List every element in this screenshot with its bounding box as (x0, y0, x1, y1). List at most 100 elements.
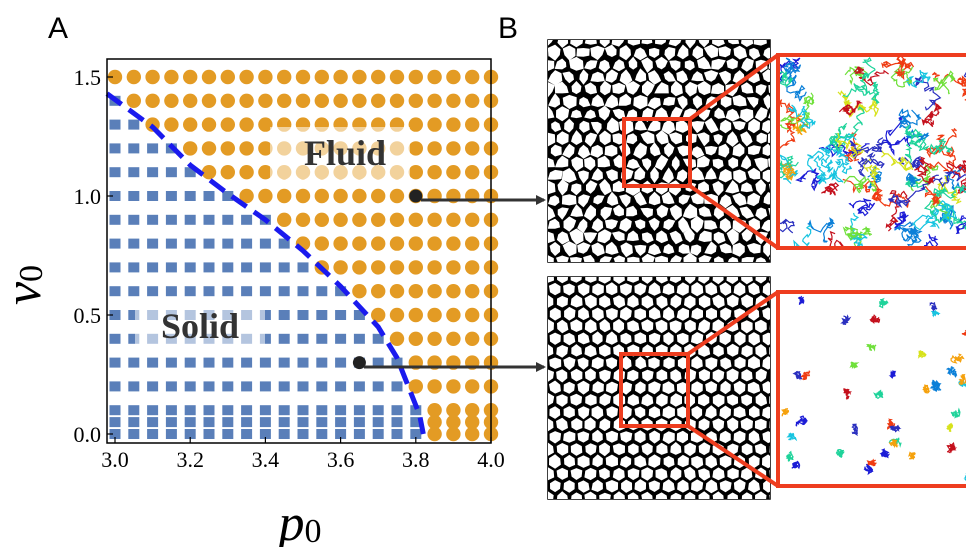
cell (727, 256, 739, 262)
cell (528, 207, 542, 220)
solid-point (128, 167, 140, 178)
solid-point (128, 405, 140, 416)
solid-point (259, 286, 271, 297)
cell (741, 443, 753, 456)
solid-point (109, 417, 121, 428)
cell (649, 430, 660, 444)
cell (662, 283, 675, 295)
fluid-point (465, 379, 480, 394)
cell-trajectory (838, 100, 864, 116)
fluid-point (352, 93, 367, 109)
cell-trajectory (958, 373, 966, 386)
solid-point (259, 381, 271, 392)
cell-trajectory (881, 60, 915, 71)
fluid-point (446, 212, 461, 227)
cell (569, 56, 584, 71)
cell (570, 393, 583, 406)
solid-point (372, 417, 384, 428)
cell (563, 283, 575, 296)
cell (698, 418, 710, 431)
cell (549, 332, 561, 345)
solid-point (222, 286, 234, 297)
cell (734, 331, 746, 346)
cell (627, 294, 639, 308)
x-tick-label: 3.6 (327, 447, 355, 472)
cell (570, 294, 583, 308)
fluid-point (201, 165, 217, 180)
cell (548, 82, 555, 98)
cell (769, 494, 770, 499)
solid-point (316, 333, 328, 344)
solid-point (391, 357, 403, 368)
cell (749, 47, 761, 60)
cell (577, 380, 590, 395)
cell (656, 369, 668, 381)
cell (578, 406, 590, 420)
cell (584, 132, 598, 147)
cell (712, 369, 725, 383)
cell (548, 105, 555, 119)
solid-point (297, 381, 309, 392)
cell (535, 258, 547, 271)
cell (627, 40, 641, 46)
fluid-point (427, 93, 442, 109)
cell (655, 319, 668, 334)
cell (662, 479, 675, 493)
cell (606, 117, 619, 134)
fluid-point (352, 69, 367, 85)
cell (549, 454, 561, 469)
cell (578, 194, 590, 208)
cell (528, 134, 541, 145)
cell (741, 40, 754, 47)
cell (749, 405, 760, 418)
solid-point (259, 429, 271, 439)
cell (762, 143, 770, 156)
cell-trajectory (792, 370, 803, 381)
cell (612, 180, 625, 193)
cell (548, 319, 554, 334)
solid-point (372, 405, 384, 416)
cell (655, 56, 668, 70)
cell (548, 157, 555, 168)
fluid-point (408, 69, 423, 85)
cell (627, 394, 640, 406)
cell (676, 307, 690, 321)
cell-trajectory (955, 215, 966, 235)
solid-point (109, 238, 121, 249)
cell (634, 282, 647, 296)
phase-diagram: Fluid Solid 3.0 3.2 3.4 3.6 3.8 4.0 0.0 0.5 1.0… (0, 58, 505, 547)
fluid-point (427, 117, 442, 132)
cell (720, 380, 731, 395)
cell (726, 294, 739, 308)
cell (677, 22, 688, 32)
cell (612, 467, 625, 481)
fluid-point (258, 188, 273, 204)
solid-point (241, 357, 253, 368)
cell (684, 60, 695, 71)
fluid-point (427, 414, 442, 430)
cell (605, 357, 618, 370)
cell (627, 492, 639, 499)
cell (548, 105, 549, 106)
cell (690, 21, 704, 33)
fluid-point (465, 426, 480, 442)
cell (739, 206, 755, 219)
cell-trajectory (830, 106, 865, 154)
cell (762, 69, 770, 83)
cell (548, 93, 561, 108)
cell (691, 355, 703, 369)
fluid-point (333, 188, 348, 204)
cell (549, 307, 561, 321)
solid-point (410, 417, 422, 428)
cell (548, 491, 554, 499)
cell (606, 381, 618, 394)
cell (576, 48, 590, 57)
cell (718, 143, 730, 158)
cell (578, 20, 590, 35)
cell-trajectory (930, 379, 939, 391)
fluid-point (295, 188, 311, 204)
cell (548, 195, 560, 206)
cell (642, 369, 654, 382)
cell (682, 203, 698, 219)
cell (676, 430, 688, 444)
